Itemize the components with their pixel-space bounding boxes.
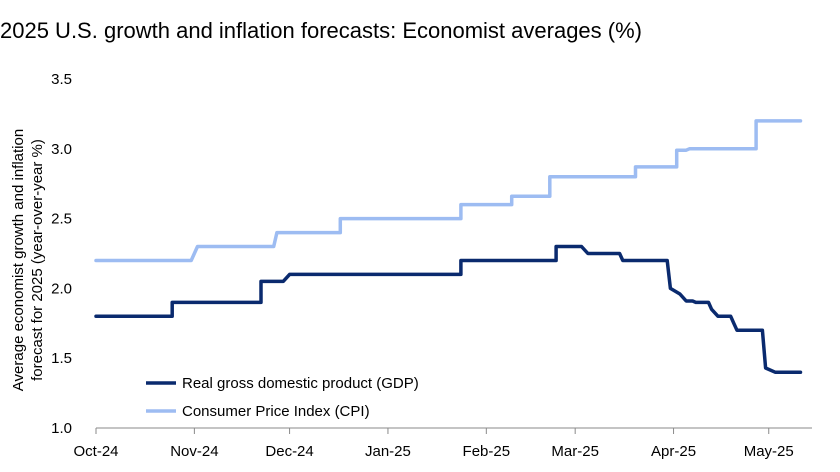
series-line-gdp [94,244,803,374]
y-tick-label: 3.0 [51,141,72,158]
y-axis-label-line-2: forecast for 2025 (year-over-year %) [29,139,46,381]
x-tick-label: Oct-24 [73,443,118,460]
x-tick-label: Dec-24 [265,443,313,460]
series-lines [94,119,803,374]
x-tick-label: Apr-25 [651,443,696,460]
legend: Real gross domestic product (GDP) Consum… [146,375,419,420]
y-axis-label-line-1: Average economist growth and inflation [10,129,27,391]
x-tick-label: Jan-25 [365,443,411,460]
y-tick-label: 1.5 [51,350,72,367]
y-axis-label: Average economist growth and inflation f… [10,129,46,391]
legend-label-gdp: Real gross domestic product (GDP) [182,375,419,392]
legend-label-cpi: Consumer Price Index (CPI) [182,403,370,420]
y-tick-label: 1.0 [51,420,72,437]
x-tick-label: Feb-25 [463,443,511,460]
series-line-cpi [94,119,803,263]
y-axis-ticks: 1.0 1.5 2.0 2.5 3.0 3.5 [51,71,72,437]
chart-title: 2025 U.S. growth and inflation forecasts… [0,18,642,43]
x-tick-label: Mar-25 [551,443,599,460]
x-tick-label: May-25 [744,443,794,460]
x-axis-ticks: Oct-24 Nov-24 Dec-24 Jan-25 Feb-25 Mar-25 Apr-… [73,428,794,460]
y-tick-label: 2.5 [51,211,72,228]
y-tick-label: 2.0 [51,280,72,297]
x-tick-label: Nov-24 [170,443,218,460]
y-tick-label: 3.5 [51,71,72,88]
